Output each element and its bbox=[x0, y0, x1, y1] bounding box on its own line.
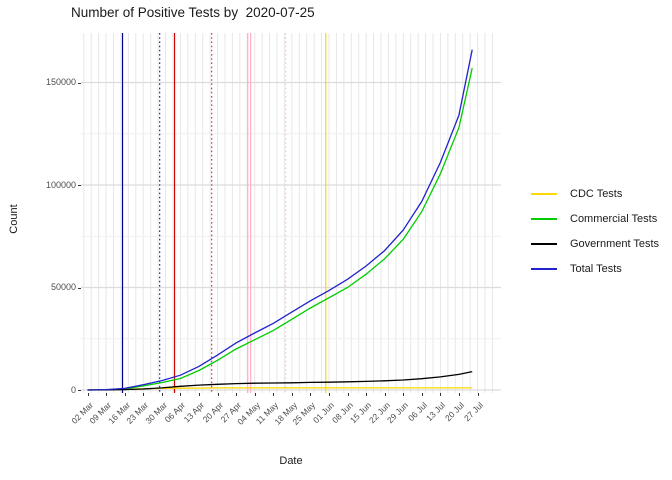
legend-item-government-tests: Government Tests bbox=[531, 231, 671, 256]
legend-label: Commercial Tests bbox=[570, 212, 658, 225]
x-tick-mark bbox=[384, 393, 386, 396]
legend-item-commercial-tests: Commercial Tests bbox=[531, 206, 671, 231]
plot-area bbox=[81, 33, 501, 393]
x-tick-mark bbox=[87, 393, 89, 396]
x-tick-mark bbox=[236, 393, 238, 396]
x-tick-mark bbox=[366, 393, 368, 396]
x-tick-mark bbox=[143, 393, 145, 396]
legend-item-total-tests: Total Tests bbox=[531, 256, 671, 281]
y-tick-mark bbox=[78, 287, 81, 289]
x-tick-mark bbox=[310, 393, 312, 396]
x-tick-mark bbox=[106, 393, 108, 396]
x-tick-mark bbox=[180, 393, 182, 396]
legend-key-line bbox=[531, 192, 557, 195]
x-tick-mark bbox=[124, 393, 126, 396]
x-tick-mark bbox=[198, 393, 200, 396]
legend-label: Total Tests bbox=[570, 262, 622, 275]
x-tick-mark bbox=[273, 393, 275, 396]
x-tick-mark bbox=[458, 393, 460, 396]
x-tick-mark bbox=[217, 393, 219, 396]
y-tick-mark bbox=[78, 82, 81, 84]
x-tick-mark bbox=[291, 393, 293, 396]
x-tick-mark bbox=[161, 393, 163, 396]
series-line-government-tests bbox=[87, 370, 473, 391]
legend-key-line bbox=[531, 267, 557, 270]
legend-label: Government Tests bbox=[570, 237, 660, 250]
x-tick-mark bbox=[254, 393, 256, 396]
x-tick-mark bbox=[440, 393, 442, 396]
x-tick-mark bbox=[477, 393, 479, 396]
legend-key-line bbox=[531, 242, 557, 245]
x-axis-title: Date bbox=[279, 455, 303, 467]
series-line-total-tests bbox=[87, 49, 473, 391]
y-tick-label: 0 bbox=[70, 384, 76, 395]
y-tick-mark bbox=[78, 185, 81, 186]
y-tick-mark bbox=[78, 390, 81, 391]
y-tick-label: 100000 bbox=[45, 179, 76, 190]
chart-canvas bbox=[81, 33, 501, 393]
y-tick-label: 50000 bbox=[50, 282, 76, 292]
series-line-commercial-tests bbox=[87, 67, 473, 391]
y-axis-title: Count bbox=[8, 204, 20, 234]
y-tick-label: 150000 bbox=[45, 77, 76, 87]
x-tick-mark bbox=[328, 393, 330, 396]
legend-key-line bbox=[531, 217, 557, 220]
x-tick-mark bbox=[347, 393, 349, 396]
chart-title: Number of Positive Tests by 2020-07-25 bbox=[71, 5, 315, 20]
x-tick-mark bbox=[403, 393, 405, 396]
legend-label: CDC Tests bbox=[570, 187, 623, 200]
legend-item-cdc-tests: CDC Tests bbox=[531, 181, 671, 206]
legend: CDC Tests Commercial Tests Government Test… bbox=[531, 181, 671, 281]
x-tick-mark bbox=[421, 393, 423, 396]
